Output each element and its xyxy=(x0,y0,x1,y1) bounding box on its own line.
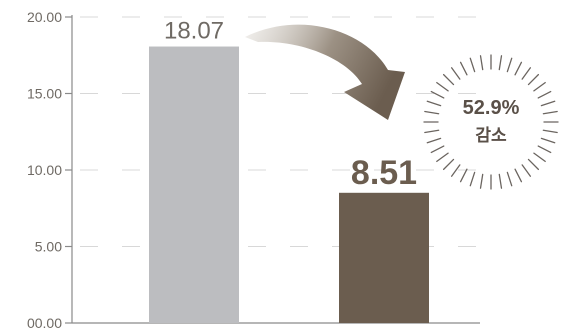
badge-ray xyxy=(450,67,461,80)
badge-ray xyxy=(479,55,484,71)
reduction-percent: 52.9% xyxy=(463,97,520,119)
badge-ray xyxy=(514,168,523,183)
y-tick-label: 15.00 xyxy=(27,86,62,102)
badge-ray xyxy=(498,55,503,71)
badge-ray xyxy=(540,100,556,107)
badge-ray xyxy=(542,110,558,115)
badge-ray xyxy=(442,73,455,86)
reduction-label: 감소 xyxy=(475,126,507,145)
badge-ray xyxy=(527,158,540,171)
badge-ray xyxy=(540,137,556,144)
badge-ray xyxy=(424,110,440,115)
badge-ray xyxy=(469,57,476,73)
badge-ray xyxy=(542,129,558,134)
badge-ray xyxy=(479,173,484,189)
bar xyxy=(339,192,429,323)
decrease-arrow-icon xyxy=(245,24,405,121)
badge-ray xyxy=(537,145,552,154)
badge-ray xyxy=(426,100,442,107)
y-tick-label: 20.00 xyxy=(27,9,62,25)
badge-ray xyxy=(498,173,503,189)
badge-ray xyxy=(506,171,513,187)
badge-ray xyxy=(426,137,442,144)
bar-value-label: 8.51 xyxy=(351,154,417,192)
badge-ray xyxy=(450,164,461,177)
badge-ray xyxy=(537,90,552,99)
badge-ray xyxy=(521,67,532,80)
reduction-badge: 52.9% 감소 xyxy=(423,54,559,190)
badge-ray xyxy=(521,164,532,177)
value-labels: 18.07 8.51 xyxy=(164,18,417,192)
bars xyxy=(149,46,429,324)
badge-ray xyxy=(533,152,546,163)
badge-ray xyxy=(533,81,546,92)
y-tick-label: 5.00 xyxy=(35,239,62,255)
y-axis: 00.00 5.00 10.00 15.00 20.00 xyxy=(27,9,480,331)
badge-ray xyxy=(436,152,449,163)
sunburst-rays-icon xyxy=(423,54,559,190)
badge-ray xyxy=(469,171,476,187)
badge-ray xyxy=(424,129,440,134)
y-tick-label: 00.00 xyxy=(27,315,62,329)
badge-ray xyxy=(459,168,468,183)
badge-ray xyxy=(430,90,445,99)
badge-ray xyxy=(442,158,455,171)
badge-ray xyxy=(459,61,468,76)
bar xyxy=(149,46,239,324)
badge-ray xyxy=(506,57,513,73)
bar-value-label: 18.07 xyxy=(164,18,224,45)
y-tick-label: 10.00 xyxy=(27,162,62,178)
badge-ray xyxy=(436,81,449,92)
badge-ray xyxy=(527,73,540,86)
badge-ray xyxy=(514,61,523,76)
badge-ray xyxy=(430,145,445,154)
